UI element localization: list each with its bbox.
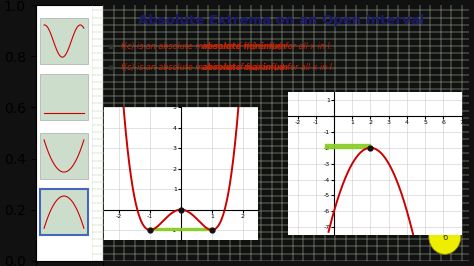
Text: f(c) is an absolute maximum if f(c) ≥ f(x) for all x in I.: f(c) is an absolute maximum if f(c) ≥ f(… xyxy=(121,63,334,72)
FancyBboxPatch shape xyxy=(39,74,89,120)
Text: f(c) is an absolute minimum if f(c) ≤ f(x) for all x in I.: f(c) is an absolute minimum if f(c) ≤ f(… xyxy=(121,42,332,51)
Text: absolute minimum: absolute minimum xyxy=(202,42,286,51)
Text: at x = -1 and x = 1: at x = -1 and x = 1 xyxy=(117,211,230,224)
Text: Abs  Min = -1: Abs Min = -1 xyxy=(125,173,204,186)
Text: ▪: ▪ xyxy=(108,42,114,51)
Text: 6: 6 xyxy=(442,233,447,242)
Ellipse shape xyxy=(429,219,461,254)
Text: ▪: ▪ xyxy=(108,63,114,72)
FancyBboxPatch shape xyxy=(39,133,89,179)
FancyBboxPatch shape xyxy=(39,18,89,64)
FancyBboxPatch shape xyxy=(39,189,89,235)
Text: Absolute Extrema on an Open Interval: Absolute Extrema on an Open Interval xyxy=(138,14,424,27)
Text: absolute maximum: absolute maximum xyxy=(202,63,288,72)
